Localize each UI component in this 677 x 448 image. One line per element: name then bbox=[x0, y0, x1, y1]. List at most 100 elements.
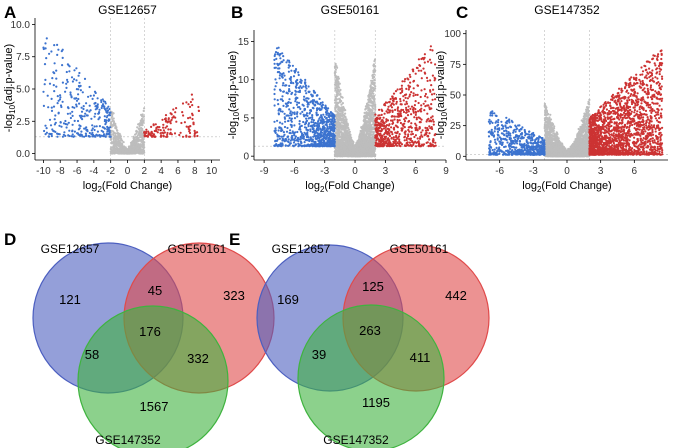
point-ns bbox=[342, 117, 345, 120]
point-down bbox=[59, 94, 62, 97]
point-up bbox=[143, 134, 146, 137]
point-ns bbox=[363, 145, 366, 148]
point-down bbox=[55, 77, 58, 80]
point-down bbox=[100, 106, 103, 110]
point-ns bbox=[342, 147, 345, 150]
point-down bbox=[78, 102, 81, 105]
point-down bbox=[52, 105, 56, 108]
point-ns bbox=[143, 141, 146, 144]
point-down bbox=[299, 130, 302, 133]
x-tick-label: -2 bbox=[106, 166, 115, 177]
point-up bbox=[164, 126, 167, 129]
point-down bbox=[77, 97, 80, 101]
point-down bbox=[103, 115, 106, 118]
point-down bbox=[280, 127, 283, 130]
point-up bbox=[381, 109, 384, 112]
point-down bbox=[276, 119, 279, 122]
point-down bbox=[78, 71, 81, 75]
point-down bbox=[273, 66, 276, 69]
point-ns bbox=[128, 148, 131, 151]
point-up bbox=[188, 105, 192, 108]
point-up bbox=[191, 114, 194, 117]
point-ns bbox=[357, 140, 360, 143]
point-down bbox=[300, 141, 303, 144]
point-up bbox=[166, 133, 169, 136]
point-down bbox=[45, 131, 49, 134]
point-down bbox=[300, 79, 303, 82]
point-down bbox=[75, 79, 78, 82]
point-up bbox=[155, 130, 158, 133]
point-up bbox=[162, 129, 165, 132]
point-down bbox=[313, 104, 316, 107]
point-ns bbox=[336, 104, 339, 107]
point-down bbox=[282, 131, 285, 134]
point-ns bbox=[347, 131, 351, 134]
point-down bbox=[301, 110, 304, 113]
point-ns bbox=[371, 101, 374, 105]
point-down bbox=[51, 128, 54, 131]
point-ns bbox=[359, 136, 362, 139]
point-up bbox=[164, 114, 168, 117]
point-up bbox=[155, 127, 158, 130]
point-down bbox=[94, 91, 97, 95]
point-ns bbox=[368, 129, 371, 132]
point-up bbox=[434, 141, 437, 144]
point-down bbox=[295, 82, 298, 85]
point-down bbox=[83, 77, 87, 80]
point-ns bbox=[364, 117, 367, 121]
x-tick-label: -8 bbox=[56, 166, 65, 177]
point-down bbox=[66, 78, 69, 81]
point-down bbox=[108, 107, 111, 111]
point-down bbox=[60, 50, 63, 53]
point-up bbox=[399, 100, 402, 103]
y-tick-label: 7.5 bbox=[16, 52, 30, 63]
point-up bbox=[409, 81, 412, 84]
point-ns bbox=[335, 76, 338, 79]
point-down bbox=[56, 135, 59, 138]
point-down bbox=[303, 115, 306, 118]
point-down bbox=[311, 127, 314, 130]
point-down bbox=[284, 78, 287, 81]
point-down bbox=[281, 84, 284, 87]
point-down bbox=[64, 90, 67, 93]
point-ns bbox=[110, 113, 113, 116]
point-up bbox=[154, 123, 157, 126]
point-ns bbox=[371, 135, 374, 138]
point-up bbox=[406, 97, 409, 100]
point-up bbox=[423, 61, 426, 64]
point-ns bbox=[346, 124, 349, 127]
point-ns bbox=[339, 112, 342, 115]
point-up bbox=[167, 128, 170, 131]
point-down bbox=[294, 85, 297, 88]
point-down bbox=[312, 99, 315, 102]
point-ns bbox=[124, 151, 127, 154]
point-down bbox=[311, 131, 314, 134]
point-up bbox=[410, 91, 413, 94]
point-ns bbox=[140, 133, 144, 136]
point-ns bbox=[360, 149, 363, 152]
point-down bbox=[278, 77, 281, 80]
point-up bbox=[161, 118, 164, 121]
point-down bbox=[93, 115, 96, 118]
point-down bbox=[82, 107, 85, 111]
point-down bbox=[44, 47, 47, 50]
point-down bbox=[47, 135, 51, 138]
point-ns bbox=[365, 112, 368, 115]
point-ns bbox=[337, 86, 341, 89]
point-down bbox=[310, 124, 313, 127]
point-up bbox=[197, 109, 200, 112]
point-up bbox=[426, 79, 429, 82]
point-up bbox=[153, 135, 157, 138]
point-down bbox=[296, 78, 299, 82]
point-ns bbox=[361, 141, 364, 144]
point-ns bbox=[338, 139, 341, 142]
point-down bbox=[322, 133, 325, 136]
point-down bbox=[59, 96, 62, 99]
point-down bbox=[311, 116, 314, 119]
point-up bbox=[156, 131, 159, 134]
point-ns bbox=[355, 141, 358, 144]
point-down bbox=[305, 112, 309, 115]
point-down bbox=[82, 105, 85, 108]
point-up bbox=[145, 128, 148, 131]
point-up bbox=[421, 129, 424, 132]
